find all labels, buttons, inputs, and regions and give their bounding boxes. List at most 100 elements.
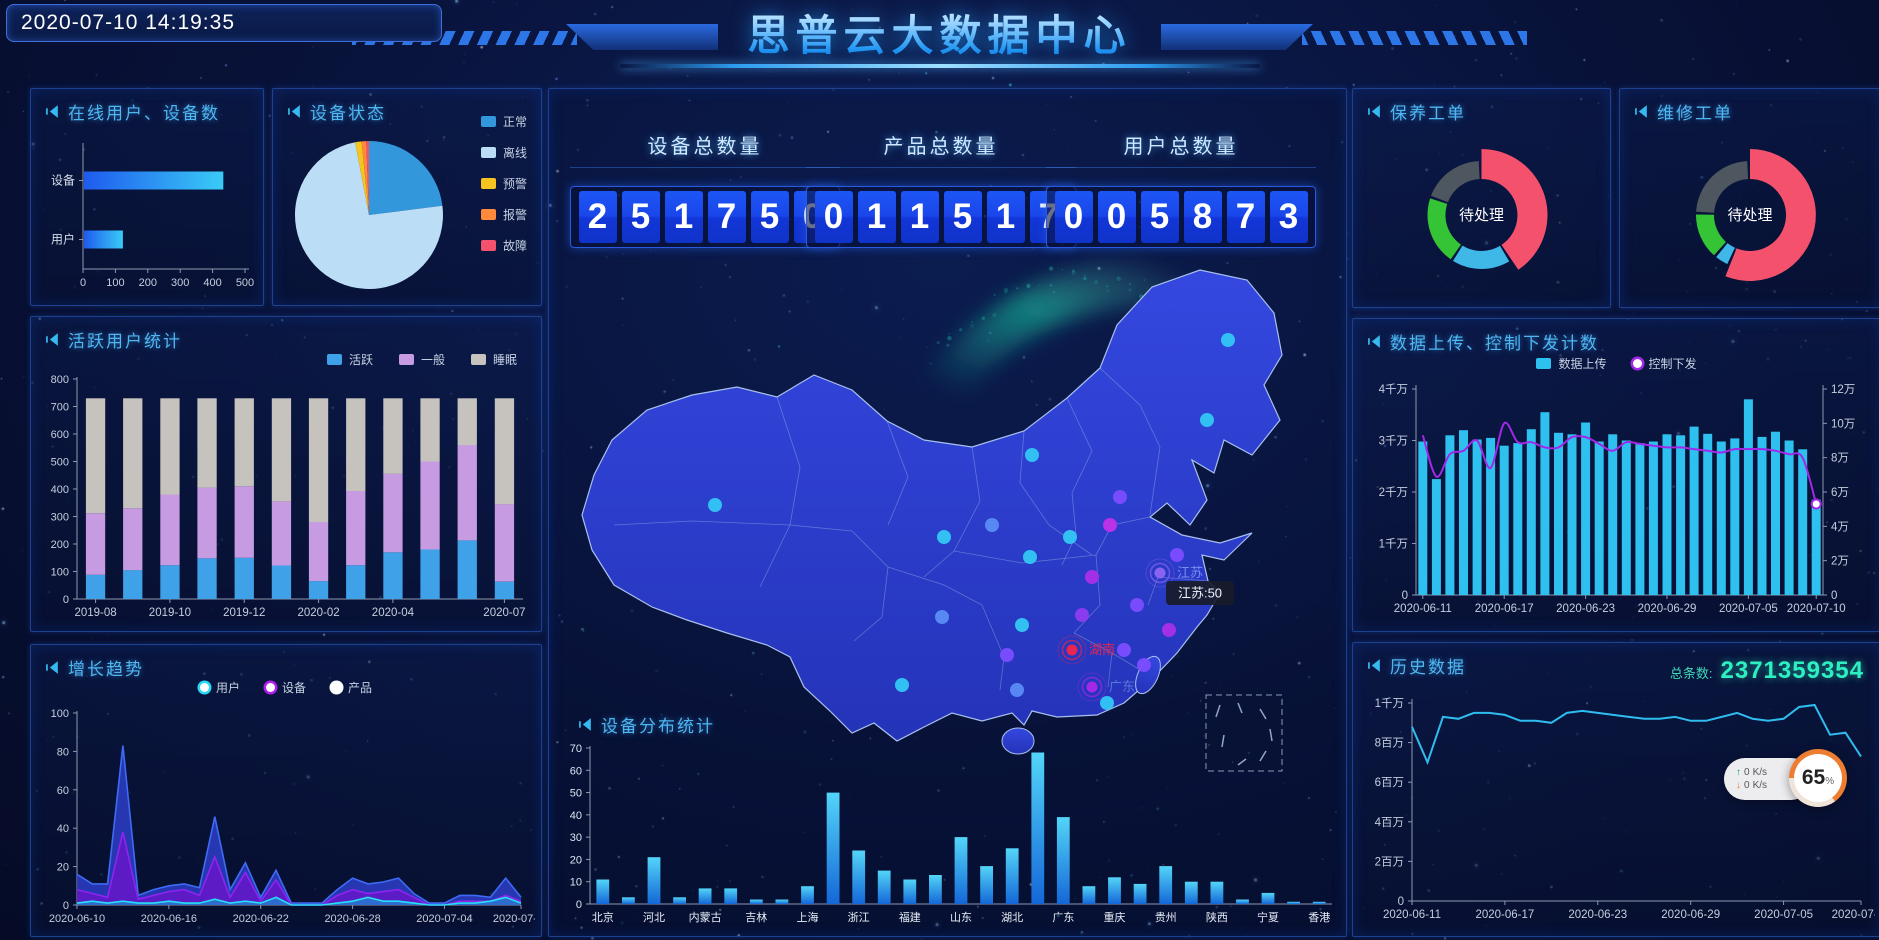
flip-digit: 0: [1098, 191, 1136, 243]
svg-text:20: 20: [570, 854, 582, 866]
svg-text:4百万: 4百万: [1375, 817, 1404, 829]
svg-text:湖南: 湖南: [1089, 642, 1115, 657]
legend-item[interactable]: 用户: [200, 679, 240, 696]
legend-marker: [471, 354, 486, 365]
device-status-pie[interactable]: [275, 121, 471, 301]
history-data-chart[interactable]: 0 2百万 4百万 6百万 8百万 1千万 2020-06-11 2020-06-17 2020…: [1358, 689, 1875, 931]
legend-item[interactable]: 产品: [332, 679, 372, 696]
svg-text:2020-07-10: 2020-07-10: [1787, 603, 1846, 615]
panel-title: 增长趋势: [45, 655, 144, 680]
legend-item[interactable]: 报警: [481, 206, 527, 223]
legend-marker: [481, 147, 496, 158]
svg-text:2020-06-28: 2020-06-28: [324, 913, 380, 925]
flip-digit: 5: [622, 191, 660, 243]
panel-repair-orders: 维修工单 待处理: [1619, 88, 1879, 308]
legend-item[interactable]: 睡眠: [471, 351, 517, 368]
svg-text:10: 10: [570, 877, 582, 889]
legend-marker: [266, 683, 275, 692]
legend-item[interactable]: 数据上传: [1536, 355, 1606, 372]
svg-text:200: 200: [139, 277, 157, 289]
svg-text:江苏: 江苏: [1177, 565, 1203, 580]
svg-text:500: 500: [236, 277, 254, 289]
svg-text:3千万: 3千万: [1379, 435, 1408, 448]
svg-text:上海: 上海: [796, 910, 818, 924]
legend-item[interactable]: 离线: [481, 144, 527, 161]
china-map[interactable]: 江苏湖南广东 江苏:50: [552, 225, 1344, 773]
download-speed-unit: K/s: [1753, 779, 1767, 792]
svg-text:0: 0: [1402, 590, 1408, 602]
svg-text:吉林: 吉林: [745, 910, 767, 924]
svg-text:2019-12: 2019-12: [223, 607, 265, 619]
panel-title-icon: [287, 104, 302, 119]
legend-item[interactable]: 活跃: [327, 351, 373, 368]
panel-title-label: 维修工单: [1657, 99, 1733, 124]
upload-control-legend[interactable]: 数据上传 控制下发: [1353, 355, 1879, 372]
flip-digit: 5: [751, 191, 789, 243]
flip-digit: 8: [1184, 191, 1222, 243]
counter-digits: 011517: [806, 186, 1076, 248]
svg-text:2020-06-29: 2020-06-29: [1638, 603, 1697, 615]
growth-trend-chart[interactable]: 0 20 40 60 80 100 2020-06-10 2020-06-16 2020-06-…: [37, 703, 535, 931]
active-users-chart[interactable]: 0 100 200 300 400 500 600 700 800 2019-08 2019-10 2…: [37, 371, 535, 625]
flip-digit: 0: [815, 191, 853, 243]
svg-text:2千万: 2千万: [1379, 486, 1408, 499]
svg-text:600: 600: [51, 429, 69, 441]
flip-digit: 1: [665, 191, 703, 243]
legend-item[interactable]: 控制下发: [1633, 355, 1697, 372]
panel-title-icon: [45, 332, 60, 347]
legend-item[interactable]: 正常: [481, 113, 527, 130]
svg-text:浙江: 浙江: [848, 911, 870, 924]
svg-text:2020-02: 2020-02: [297, 607, 339, 619]
total-records-value: 2371359354: [1721, 657, 1864, 685]
svg-text:0: 0: [576, 899, 582, 911]
growth-trend-legend[interactable]: 用户 设备 产品: [31, 679, 541, 696]
legend-marker: [481, 209, 496, 220]
svg-text:400: 400: [203, 277, 221, 289]
legend-item[interactable]: 设备: [266, 679, 306, 696]
clock: 2020-07-10 14:19:35: [6, 4, 442, 42]
svg-text:设备: 设备: [51, 174, 75, 188]
counter-label: 设备总数量: [570, 130, 840, 168]
score-gauge[interactable]: 65 %: [1789, 749, 1847, 807]
svg-text:待处理: 待处理: [1727, 207, 1772, 224]
mainland-shape[interactable]: [582, 270, 1282, 741]
svg-text:2020-06-16: 2020-06-16: [141, 913, 197, 925]
panel-title-icon: [1634, 104, 1649, 119]
svg-text:8百万: 8百万: [1375, 738, 1404, 750]
flip-digit: 5: [1141, 191, 1179, 243]
panel-title: 保养工单: [1367, 99, 1466, 124]
svg-text:30: 30: [570, 832, 582, 844]
panel-title-icon: [1367, 104, 1382, 119]
upload-speed-unit: K/s: [1753, 766, 1767, 779]
panel-title-label: 数据上传、控制下发计数: [1390, 329, 1599, 354]
panel-title: 活跃用户统计: [45, 327, 182, 352]
flip-digit: 2: [579, 191, 617, 243]
panel-title: 在线用户、设备数: [45, 99, 220, 124]
active-users-legend[interactable]: 活跃 一般 睡眠: [327, 351, 517, 368]
upload-control-chart[interactable]: 0 1千万 2千万 3千万 4千万 0 2万 4万 6万 8万 10万 12万 2020-06-11 20…: [1358, 379, 1875, 623]
flip-digit: 1: [987, 191, 1025, 243]
device-distribution-chart[interactable]: 0 10 20 30 40 50 60 70 北京 河北 内蒙古 吉林 上海 浙江 福建 山东 湖北 广东 重庆 贵州…: [556, 736, 1342, 932]
svg-text:12万: 12万: [1831, 384, 1855, 396]
panel-title-icon: [1367, 658, 1382, 673]
legend-item[interactable]: 故障: [481, 237, 527, 254]
legend-item[interactable]: 预警: [481, 175, 527, 192]
flip-digit: 7: [708, 191, 746, 243]
svg-text:200: 200: [51, 539, 69, 551]
total-records-stat: 总条数: 2371359354: [1670, 657, 1864, 685]
counter-user-total: 用户总数量 005873: [1046, 130, 1316, 248]
svg-text:用户: 用户: [51, 232, 75, 247]
maintenance-orders-donut[interactable]: 待处理: [1355, 115, 1608, 303]
panel-active-users: 活跃用户统计 活跃 一般 睡眠 0 100 200 300 400 500 600 700 800 2…: [30, 316, 542, 632]
svg-text:60: 60: [57, 785, 69, 797]
flip-digit: 3: [1270, 191, 1308, 243]
repair-orders-donut[interactable]: 待处理: [1622, 115, 1878, 303]
svg-text:2020-07-10: 2020-07-10: [1832, 909, 1875, 921]
legend-item[interactable]: 一般: [399, 351, 445, 368]
svg-text:2020-06-10: 2020-06-10: [49, 913, 105, 925]
panel-title: 历史数据: [1367, 653, 1466, 678]
legend-marker: [332, 683, 341, 692]
device-status-legend[interactable]: 正常离线预警报警故障: [481, 113, 527, 254]
svg-text:宁夏: 宁夏: [1257, 910, 1279, 924]
online-users-chart[interactable]: 0 100 200 300 400 500 设备用户: [33, 135, 259, 297]
